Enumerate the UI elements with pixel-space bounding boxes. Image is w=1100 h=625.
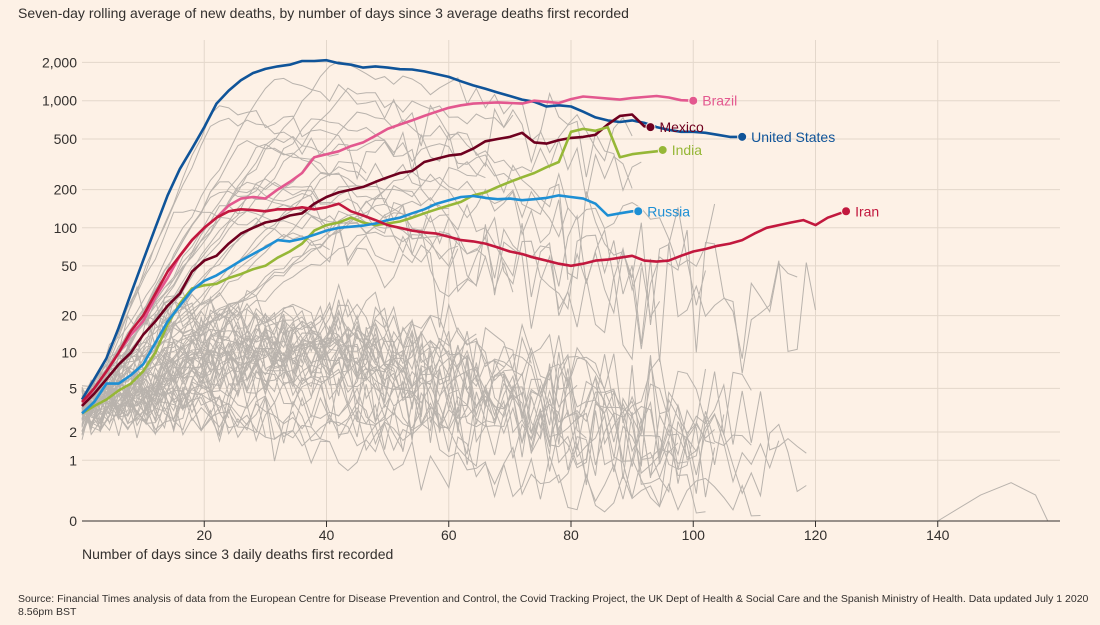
- background-country-line: [81, 390, 404, 450]
- background-country-lines: [81, 60, 1049, 522]
- background-country-line: [81, 282, 615, 412]
- background-country-line: [81, 304, 752, 436]
- y-tick-label: 1: [69, 452, 77, 468]
- series-line-mexico: [81, 113, 651, 407]
- series-line-india: [81, 125, 663, 415]
- chart-svg: United States Brazil Mexico India Russia Iran…: [42, 40, 1060, 562]
- background-country-line: [81, 386, 330, 465]
- background-country-line: [81, 105, 486, 414]
- background-country-line: [81, 386, 220, 433]
- series-label-india: India: [672, 142, 703, 158]
- series-line-iran: [81, 202, 847, 403]
- x-tick-label: 120: [804, 527, 828, 543]
- x-axis-ticks: 20 40 60 80 100 120 140: [196, 521, 950, 543]
- series-line-united-states: [80, 58, 743, 401]
- background-country-line: [81, 77, 514, 401]
- background-country-line: [81, 352, 477, 465]
- x-tick-label: 100: [682, 527, 706, 543]
- x-tick-label: 80: [563, 527, 579, 543]
- y-tick-label: 1,000: [42, 93, 77, 109]
- series-end-point-russia: [633, 206, 644, 217]
- x-tick-label: 60: [441, 527, 457, 543]
- y-tick-label: 2,000: [42, 54, 77, 70]
- series-label-iran: Iran: [855, 203, 879, 219]
- background-country-line: [81, 285, 715, 474]
- background-country-line: [937, 482, 1049, 522]
- y-tick-label: 0: [69, 513, 77, 529]
- background-country-line: [81, 170, 706, 411]
- series-end-point-united-states: [737, 131, 748, 142]
- background-country-line: [81, 334, 385, 421]
- y-tick-label: 100: [54, 220, 78, 236]
- background-country-line: [81, 178, 798, 415]
- y-tick-label: 50: [61, 258, 77, 274]
- background-country-line: [81, 397, 761, 517]
- x-tick-label: 140: [926, 527, 950, 543]
- series-line-russia: [81, 194, 639, 415]
- y-tick-label: 10: [61, 345, 77, 361]
- background-country-line: [81, 310, 725, 494]
- background-country-line: [81, 209, 459, 413]
- background-country-line: [81, 310, 330, 415]
- series-end-point-brazil: [688, 95, 699, 106]
- background-country-line: [81, 302, 715, 471]
- background-country-line: [81, 295, 386, 415]
- series-end-point-iran: [841, 206, 852, 217]
- background-country-line: [81, 326, 505, 418]
- chart-title: Seven-day rolling average of new deaths,…: [18, 5, 629, 21]
- background-country-line: [81, 342, 780, 484]
- y-tick-label: 500: [54, 131, 78, 147]
- background-country-line: [81, 143, 716, 406]
- source-note: Source: Financial Times analysis of data…: [18, 593, 1089, 618]
- series-label-russia: Russia: [647, 203, 690, 219]
- series-label-brazil: Brazil: [702, 93, 737, 109]
- background-country-line: [81, 322, 716, 498]
- series-end-point-mexico: [645, 122, 656, 133]
- series-label-united-states: United States: [751, 129, 835, 145]
- series-label-mexico: Mexico: [659, 119, 704, 135]
- x-tick-label: 20: [196, 527, 212, 543]
- y-axis-ticks: 0 1 2 5 10 20 50 100 200 500 1,000 2,000: [42, 54, 77, 529]
- y-tick-label: 5: [69, 380, 77, 396]
- background-country-line: [81, 181, 661, 413]
- x-axis-label: Number of days since 3 daily deaths firs…: [82, 546, 393, 562]
- x-tick-label: 40: [319, 527, 335, 543]
- background-country-line: [81, 291, 752, 478]
- highlighted-series: United States Brazil Mexico India Russia Iran: [80, 58, 879, 415]
- y-tick-label: 20: [61, 308, 77, 324]
- y-tick-label: 2: [69, 424, 77, 440]
- y-tick-label: 200: [54, 182, 78, 198]
- series-end-point-india: [657, 144, 668, 155]
